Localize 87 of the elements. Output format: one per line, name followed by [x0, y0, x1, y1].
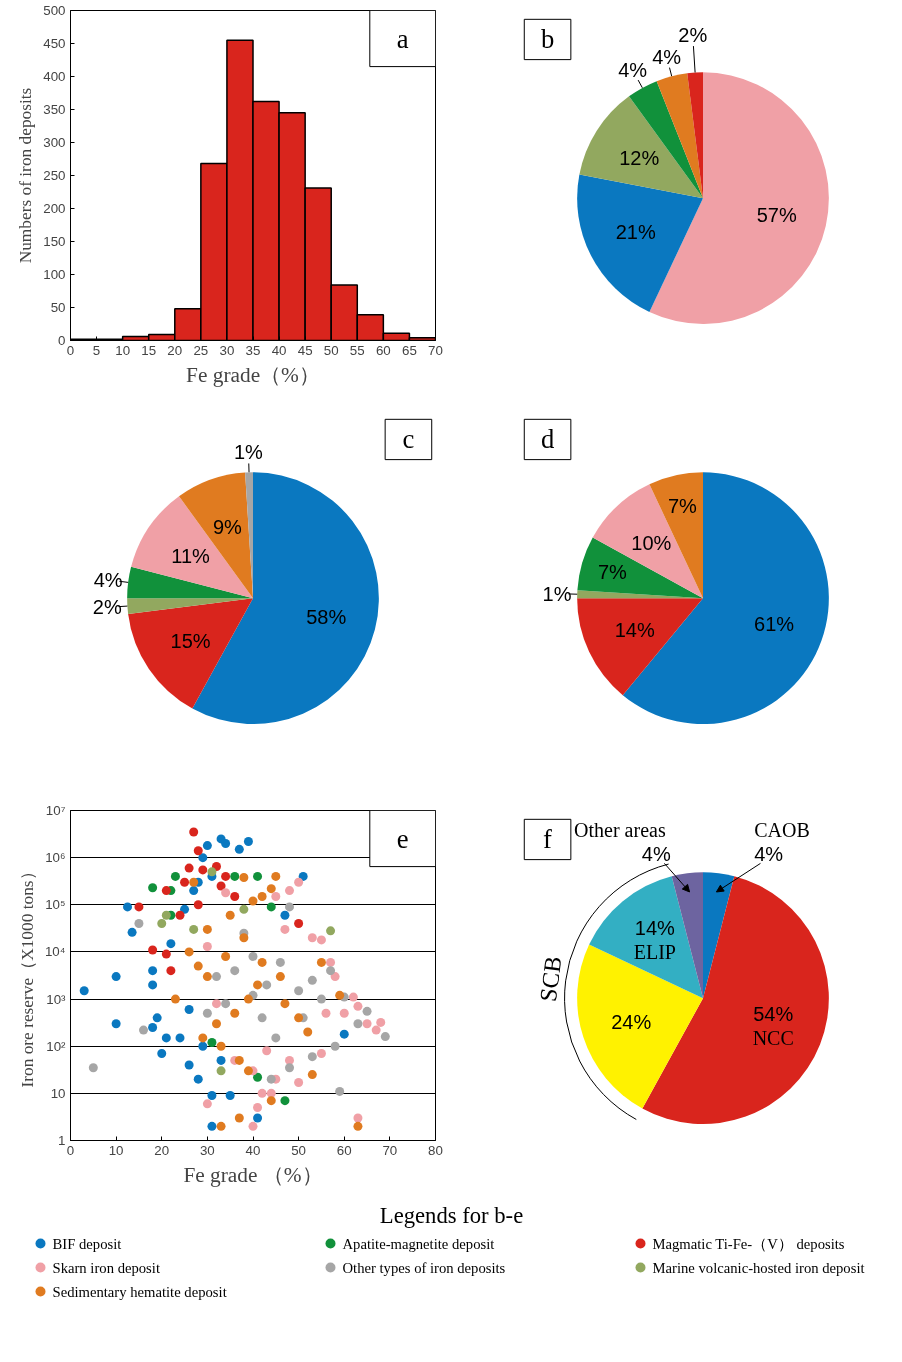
data-label: 11% [171, 544, 211, 567]
data-label: 10% [631, 532, 672, 555]
legend-label: Apatite-magnetite deposit [342, 1235, 495, 1252]
text: d [540, 424, 555, 455]
data-label: 4% [652, 45, 682, 68]
data-label: 14% [634, 916, 676, 939]
x-tick-label: 5 [92, 342, 101, 358]
data-label: 2% [678, 23, 708, 46]
legend-label: Sedimentary hematite deposit [52, 1283, 227, 1300]
x-tick-label: 10 [115, 342, 131, 358]
y-axis-title: Iron ore reserve（X1000 tons） [17, 863, 37, 1088]
x-tick-label: 35 [245, 342, 261, 358]
x-tick-label: 60 [336, 1142, 352, 1158]
data-label: 4% [93, 568, 123, 591]
x-tick-label: 25 [193, 342, 209, 358]
data-label: 12% [619, 146, 660, 169]
y-tick-label: 100 [43, 267, 66, 282]
x-axis-title: Fe grade（%） [186, 362, 320, 387]
x-tick-label: 30 [219, 342, 235, 358]
legend-label: Skarn iron deposit [52, 1259, 160, 1276]
slice-label: ELIP [633, 940, 676, 963]
y-tick-label: 10³ [46, 991, 67, 1007]
x-tick-label: 55 [349, 342, 365, 358]
data-label: 14% [614, 619, 655, 642]
slice-label: CAOB [754, 818, 810, 841]
data-label: 2% [92, 596, 122, 619]
x-tick-label: 30 [199, 1142, 215, 1158]
x-tick-label: 65 [402, 342, 417, 358]
text: c [402, 424, 415, 455]
annotation: a [396, 23, 409, 54]
x-tick-label: 60 [375, 342, 391, 358]
data-label: 24% [611, 1010, 652, 1033]
x-tick-label: 70 [382, 1142, 398, 1158]
y-tick-label: 350 [43, 102, 66, 117]
data-label: 61% [754, 612, 795, 635]
data-label: 7% [597, 560, 628, 583]
y-tick-label: 10² [46, 1038, 67, 1054]
data-label: 15% [170, 629, 211, 652]
y-tick-label: 200 [43, 201, 66, 216]
data-label: 58% [306, 605, 347, 628]
annotation: e [396, 823, 409, 854]
data-label: 21% [615, 221, 656, 244]
x-tick-label: 40 [271, 342, 287, 358]
legend-label: Marine volcanic-hosted iron deposit [652, 1259, 865, 1276]
y-tick-label: 250 [43, 168, 66, 183]
y-tick-label: 150 [43, 234, 66, 249]
legend-label: Magmatic Ti-Fe-（V） deposits [652, 1235, 845, 1252]
x-axis-title: Fe grade （%） [183, 1162, 323, 1187]
x-tick-label: 45 [297, 342, 313, 358]
data-label: 57% [756, 203, 797, 226]
y-tick-label: 450 [43, 36, 66, 51]
data-label: 9% [212, 516, 243, 539]
text: SCB [534, 954, 567, 1004]
y-tick-label: 10⁷ [45, 803, 66, 818]
data-label: 4% [754, 842, 784, 865]
y-tick-label: 10⁴ [44, 944, 66, 960]
y-tick-label: 400 [43, 69, 66, 84]
data-label: 4% [641, 842, 671, 865]
x-tick-label: 40 [245, 1142, 261, 1158]
legend-label: BIF deposit [52, 1235, 122, 1252]
x-tick-label: 50 [291, 1142, 307, 1158]
data-label: 7% [667, 494, 698, 517]
slice-label: NCC [752, 1026, 794, 1049]
data-label: 1% [542, 582, 572, 605]
y-tick-label: 500 [43, 3, 66, 18]
x-tick-label: 80 [428, 1142, 443, 1158]
x-tick-label: 20 [167, 342, 183, 358]
x-tick-label: 10 [108, 1142, 124, 1158]
slice-label: Other areas [574, 818, 666, 841]
y-tick-label: 10⁶ [45, 850, 66, 866]
data-label: 4% [618, 59, 648, 82]
y-tick-label: 10⁵ [45, 897, 66, 913]
x-tick-label: 20 [154, 1142, 170, 1158]
y-tick-label: 300 [43, 135, 66, 150]
legend-label: Other types of iron deposits [342, 1259, 506, 1276]
x-tick-label: 70 [428, 342, 443, 358]
data-label: 54% [753, 1002, 794, 1025]
text: b [540, 24, 555, 55]
y-tick-label: 50 [50, 300, 66, 315]
x-tick-label: 15 [141, 342, 157, 358]
y-tick-label: 10 [50, 1085, 66, 1101]
x-tick-label: 50 [323, 342, 339, 358]
y-tick-label: 1 [58, 1133, 66, 1148]
data-label: 1% [233, 441, 264, 464]
y-axis-title: Numbers of iron deposits [16, 87, 36, 264]
text: f [543, 824, 553, 855]
legend-title: Legends for b-e [379, 1203, 524, 1228]
